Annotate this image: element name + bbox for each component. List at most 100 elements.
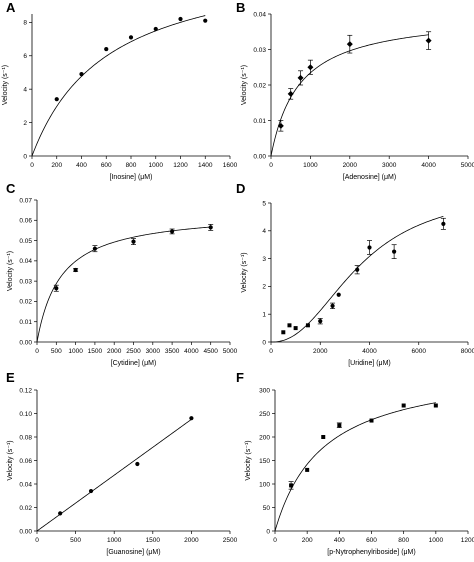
data-point [135, 461, 140, 467]
x-tick-label: 1200 [173, 162, 188, 169]
x-axis-title: [Guanosine] (μM) [106, 549, 160, 556]
x-tick-label: 2000 [343, 162, 358, 169]
panel-f: F 0 200 400 600 800 1000 1200 0 50 100 150 200 250 300… [236, 370, 474, 556]
x-tick-label: 200 [302, 537, 313, 544]
x-tick-label: 4000 [421, 162, 436, 169]
y-tick-label: 0.00 [253, 153, 266, 160]
panel-e: E 0 500 1000 1500 2000 2500 0.00 0.02 0.04 0.06 0.0… [6, 370, 238, 556]
panel-d: D 0 2000 4000 6000 8000 0 1 2 3 4 5 [Uridine] (μM) Ve… [236, 181, 474, 367]
y-axis-title: Velocity (s⁻¹) [241, 65, 248, 105]
x-tick-label: 800 [398, 537, 409, 544]
y-tick-label: 0.08 [19, 434, 32, 441]
data-point [189, 416, 194, 421]
y-tick-label: 3 [262, 256, 266, 263]
y-tick-label: 8 [23, 20, 27, 27]
data-point [92, 246, 97, 251]
y-axis-title: Velocity (s⁻¹) [2, 65, 9, 105]
data-point [54, 97, 59, 102]
data-point [355, 267, 360, 272]
panel-b: B 0 1000 2000 3000 4000 5000 0.00 0.01 0.02 0.03 0.… [236, 0, 474, 181]
y-tick-label: 0.03 [19, 278, 32, 285]
panel-letter: A [6, 0, 16, 15]
y-tick-label: 1 [262, 312, 266, 319]
y-tick-label: 0.01 [253, 118, 266, 125]
panel-letter: B [236, 0, 245, 15]
x-tick-label: 3000 [382, 162, 397, 169]
data-point [337, 423, 342, 428]
x-tick-label: 1000 [68, 348, 83, 355]
data-point [392, 249, 397, 254]
panel-letter: E [6, 370, 15, 385]
y-tick-label: 0.00 [19, 339, 32, 346]
x-tick-label: 400 [334, 537, 345, 544]
data-point [79, 72, 84, 77]
y-tick-label: 250 [259, 411, 270, 418]
fit-curve [270, 215, 444, 343]
panel-c: C 0 500 1000 1500 2000 2500 3000 3500 4000 4500 500… [6, 181, 238, 367]
y-tick-label: 5 [262, 200, 266, 207]
x-tick-label: 2000 [107, 348, 122, 355]
data-point [58, 511, 63, 516]
data-point [367, 245, 372, 250]
y-tick-label: 0.00 [19, 528, 32, 535]
y-tick-label: 0 [262, 339, 266, 346]
data-point [170, 229, 175, 234]
fit-curve [36, 419, 192, 532]
y-tick-label: 0.04 [253, 11, 266, 18]
panel-letter: F [236, 370, 244, 385]
y-tick-label: 0.07 [19, 197, 32, 204]
x-tick-label: 2000 [184, 537, 199, 544]
data-point [369, 418, 374, 423]
y-tick-label: 0.06 [19, 458, 32, 465]
panel-letter: C [6, 181, 16, 196]
x-tick-label: 600 [366, 537, 377, 544]
x-tick-label: 0 [35, 348, 39, 355]
data-point [88, 488, 94, 494]
y-tick-label: 0.03 [253, 47, 266, 54]
fit-curve [36, 226, 211, 343]
y-tick-label: 300 [259, 387, 270, 394]
y-tick-label: 0 [266, 528, 270, 535]
fit-curve [31, 15, 206, 157]
x-tick-label: 2500 [223, 537, 238, 544]
x-tick-label: 0 [269, 348, 273, 355]
x-tick-label: 6000 [412, 348, 427, 355]
x-tick-label: 4000 [184, 348, 199, 355]
fit-curve [274, 402, 436, 532]
x-tick-label: 1000 [429, 537, 444, 544]
x-tick-label: 200 [51, 162, 62, 169]
x-tick-label: 4000 [362, 348, 377, 355]
data-point [433, 403, 438, 408]
data-point [73, 267, 78, 273]
x-tick-label: 1000 [303, 162, 318, 169]
y-axis-title: Velocity (s⁻¹) [7, 440, 14, 480]
x-axis-title: [Adenosine] (μM) [343, 174, 396, 181]
y-tick-label: 0.01 [19, 319, 32, 326]
data-point [305, 323, 310, 328]
y-tick-label: 50 [263, 505, 271, 512]
data-point [425, 37, 432, 44]
x-axis-title: [Cytidine] (μM) [111, 360, 157, 367]
y-axis-title: Velocity (s⁻¹) [241, 252, 248, 292]
x-tick-label: 3500 [165, 348, 180, 355]
data-point [330, 303, 335, 308]
x-tick-label: 1400 [198, 162, 213, 169]
data-point [289, 483, 294, 488]
data-point [208, 225, 213, 230]
x-tick-label: 3000 [146, 348, 161, 355]
y-tick-label: 2 [262, 284, 266, 291]
y-axis-title: Velocity (s⁻¹) [245, 440, 252, 480]
x-axis-title: [Uridine] (μM) [348, 360, 391, 367]
data-point [401, 403, 406, 408]
y-tick-label: 0 [23, 153, 27, 160]
data-point [178, 16, 183, 22]
y-tick-label: 4 [23, 86, 27, 93]
x-tick-label: 1500 [146, 537, 161, 544]
data-point [153, 26, 158, 32]
x-tick-label: 1000 [107, 537, 122, 544]
data-point [307, 64, 314, 71]
y-tick-label: 6 [23, 53, 27, 60]
data-point [131, 239, 136, 244]
y-tick-label: 0.05 [19, 238, 32, 245]
